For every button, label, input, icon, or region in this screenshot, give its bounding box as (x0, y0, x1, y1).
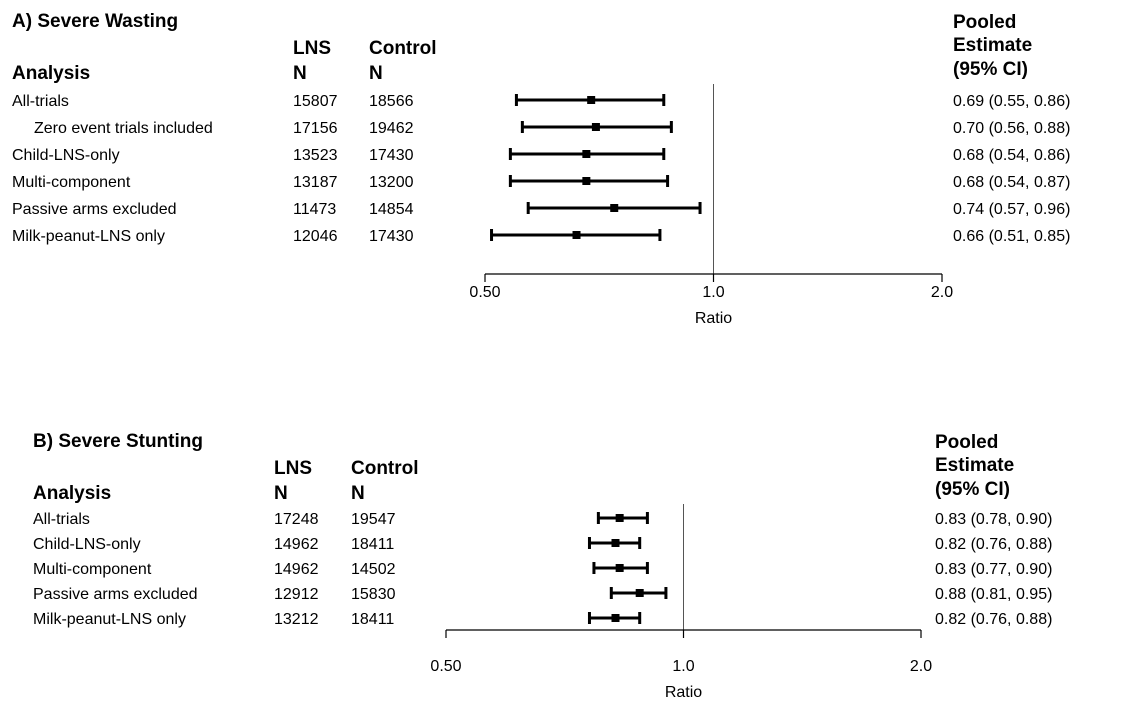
pooled-estimate-value: 0.69 (0.55, 0.86) (953, 93, 1070, 110)
control-n-value: 13200 (369, 174, 414, 191)
control-n-value: 18411 (351, 611, 394, 628)
estimate-header-line1: Pooled (935, 432, 998, 453)
pooled-estimate-value: 0.68 (0.54, 0.86) (953, 147, 1070, 164)
point-estimate (615, 514, 624, 522)
x-tick-label: 1.0 (672, 658, 694, 675)
control-n-value: 15830 (351, 586, 396, 603)
lns-n-value: 17156 (293, 120, 338, 137)
x-axis-label: Ratio (665, 684, 702, 701)
pooled-estimate-value: 0.83 (0.77, 0.90) (935, 561, 1052, 578)
control-n-value: 14502 (351, 561, 396, 578)
x-tick-label: 2.0 (910, 658, 932, 675)
x-axis-label: Ratio (695, 310, 732, 327)
control-n-value: 18411 (351, 536, 394, 553)
control-n-value: 17430 (369, 228, 414, 245)
control-n-value: 18566 (369, 93, 414, 110)
pooled-estimate-value: 0.66 (0.51, 0.85) (953, 228, 1070, 245)
control-n-header: N (369, 63, 383, 84)
lns-n-value: 17248 (274, 511, 319, 528)
lns-n-header: N (274, 483, 288, 504)
row-label: All-trials (33, 511, 90, 528)
point-estimate (615, 564, 624, 572)
panel-title: B) Severe Stunting (33, 431, 203, 452)
point-estimate (582, 177, 591, 185)
lns-n-value: 13212 (274, 611, 319, 628)
x-tick-label: 0.50 (430, 658, 461, 675)
lns-n-value: 12912 (274, 586, 319, 603)
row-label: Zero event trials included (34, 120, 213, 137)
point-estimate (635, 589, 644, 597)
x-tick-label: 0.50 (469, 284, 500, 301)
pooled-estimate-value: 0.88 (0.81, 0.95) (935, 586, 1052, 603)
control-n-value: 14854 (369, 201, 414, 218)
lns-n-value: 12046 (293, 228, 338, 245)
control-n-value: 19462 (369, 120, 414, 137)
point-estimate (611, 614, 620, 622)
row-label: Multi-component (12, 174, 131, 191)
lns-n-value: 11473 (293, 201, 336, 218)
pooled-estimate-value: 0.68 (0.54, 0.87) (953, 174, 1070, 191)
row-label: Child-LNS-only (12, 147, 120, 164)
lns-header: LNS (293, 38, 331, 59)
point-estimate (591, 123, 600, 131)
point-estimate (587, 96, 596, 104)
row-label: Child-LNS-only (33, 536, 141, 553)
pooled-estimate-value: 0.82 (0.76, 0.88) (935, 536, 1052, 553)
x-tick-label: 1.0 (702, 284, 724, 301)
estimate-header-line3: (95% CI) (953, 59, 1028, 80)
panel-title: A) Severe Wasting (12, 11, 178, 32)
row-label: All-trials (12, 93, 69, 110)
control-header: Control (369, 38, 437, 59)
control-n-header: N (351, 483, 365, 504)
analysis-header: Analysis (12, 63, 90, 84)
lns-n-value: 13187 (293, 174, 338, 191)
point-estimate (572, 231, 581, 239)
estimate-header-line2: Estimate (953, 35, 1032, 56)
lns-header: LNS (274, 458, 312, 479)
analysis-header: Analysis (33, 483, 111, 504)
row-label: Passive arms excluded (33, 586, 198, 603)
pooled-estimate-value: 0.70 (0.56, 0.88) (953, 120, 1070, 137)
lns-n-value: 14962 (274, 561, 319, 578)
lns-n-header: N (293, 63, 307, 84)
row-label: Passive arms excluded (12, 201, 177, 218)
control-n-value: 17430 (369, 147, 414, 164)
pooled-estimate-value: 0.82 (0.76, 0.88) (935, 611, 1052, 628)
lns-n-value: 15807 (293, 93, 338, 110)
lns-n-value: 13523 (293, 147, 338, 164)
forest-panel-b: B) Severe Stunting LNS N Control N Analysis Po… (33, 431, 1052, 701)
x-tick-label: 2.0 (931, 284, 953, 301)
point-estimate (582, 150, 591, 158)
estimate-header-line1: Pooled (953, 12, 1016, 33)
row-label: Milk-peanut-LNS only (33, 611, 186, 628)
point-estimate (611, 539, 620, 547)
lns-n-value: 14962 (274, 536, 319, 553)
control-n-value: 19547 (351, 511, 396, 528)
pooled-estimate-value: 0.74 (0.57, 0.96) (953, 201, 1070, 218)
control-header: Control (351, 458, 419, 479)
point-estimate (610, 204, 619, 212)
row-label: Milk-peanut-LNS only (12, 228, 165, 245)
estimate-header-line2: Estimate (935, 455, 1014, 476)
row-label: Multi-component (33, 561, 152, 578)
pooled-estimate-value: 0.83 (0.78, 0.90) (935, 511, 1052, 528)
forest-panel-a: A) Severe Wasting LNS N Control N Analysis Poo… (12, 11, 1070, 327)
estimate-header-line3: (95% CI) (935, 479, 1010, 500)
